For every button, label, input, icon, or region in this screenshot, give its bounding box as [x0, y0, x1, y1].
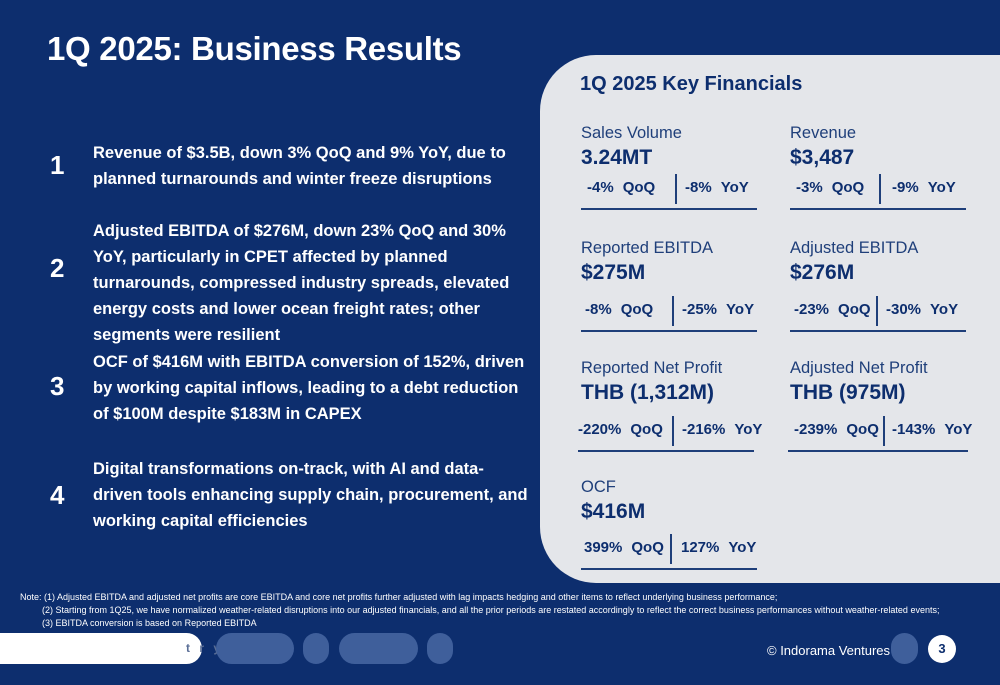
metric-label: Revenue [790, 124, 857, 142]
footer-dot [303, 633, 329, 664]
metric-reported-net-profit: Reported Net Profit THB (1,312M) -220% Qo… [578, 359, 762, 452]
point-number: 1 [50, 150, 65, 180]
yoy-change: -8% YoY [685, 179, 749, 196]
metric-value: $275M [581, 261, 646, 284]
metric-label: Sales Volume [581, 124, 682, 142]
footnotes: Note: (1) Adjusted EBITDA and adjusted n… [20, 591, 939, 630]
page-title: 1Q 2025: Business Results [47, 30, 462, 67]
metric-changes: -239% QoQ -143% YoY [788, 416, 972, 452]
divider [879, 174, 881, 204]
point-number: 4 [50, 480, 65, 510]
metric-value: 3.24MT [581, 146, 653, 169]
metric-value: $416M [581, 500, 646, 523]
divider [672, 296, 674, 326]
metric-sales-volume: Sales Volume 3.24MT -4% QoQ -8% YoY [581, 124, 761, 210]
divider [672, 416, 674, 446]
result-point-4: 4 Digital transformations on-track, with… [50, 456, 530, 536]
yoy-change: -143% YoY [892, 421, 973, 438]
metric-label: Reported EBITDA [581, 239, 714, 257]
footnote-2: (2) Starting from 1Q25, we have normaliz… [42, 605, 940, 615]
yoy-change: -25% YoY [682, 301, 755, 318]
footnote-3: (3) EBITDA conversion is based on Report… [42, 618, 257, 628]
point-number: 2 [50, 253, 65, 283]
yoy-change: -30% YoY [886, 301, 959, 318]
point-text: OCF of $416M with EBITDA conversion of 1… [93, 353, 525, 423]
metric-value: $3,487 [790, 146, 855, 169]
footer-dot [427, 633, 453, 664]
panel-title: 1Q 2025 Key Financials [580, 73, 803, 95]
qoq-change: 399% QoQ [584, 539, 664, 556]
point-text: Digital transformations on-track, with A… [93, 460, 528, 530]
footer-dot [891, 633, 918, 664]
copyright: © Indorama Ventures [767, 643, 891, 658]
divider [675, 174, 677, 204]
footer-pill-white [0, 633, 202, 664]
metric-ocf: OCF $416M 399% QoQ 127% YoY [581, 478, 761, 570]
footer-pill [216, 633, 294, 664]
yoy-change: -216% YoY [682, 421, 763, 438]
metric-label: Reported Net Profit [581, 359, 723, 377]
divider [670, 534, 672, 564]
key-financials-panel [540, 55, 1000, 583]
metric-adjusted-net-profit: Adjusted Net Profit THB (975M) -239% QoQ … [788, 359, 972, 452]
qoq-change: -8% QoQ [585, 301, 654, 318]
metric-changes: -220% QoQ -216% YoY [578, 416, 762, 452]
result-point-3: 3 OCF of $416M with EBITDA conversion of… [50, 349, 530, 429]
footnote-1: Note: (1) Adjusted EBITDA and adjusted n… [20, 592, 778, 602]
metric-changes: -23% QoQ -30% YoY [790, 296, 966, 332]
metric-label: Adjusted Net Profit [790, 359, 928, 377]
metric-value: THB (1,312M) [581, 381, 715, 404]
metric-value: $276M [790, 261, 855, 284]
yoy-change: 127% YoY [681, 539, 757, 556]
metric-changes: -3% QoQ -9% YoY [790, 174, 966, 210]
metric-changes: 399% QoQ 127% YoY [581, 534, 757, 570]
metric-value: THB (975M) [790, 381, 906, 404]
yoy-change: -9% YoY [892, 179, 956, 196]
qoq-change: -4% QoQ [587, 179, 656, 196]
qoq-change: -220% QoQ [578, 421, 663, 438]
qoq-change: -23% QoQ [794, 301, 871, 318]
divider [883, 416, 885, 446]
point-text: Revenue of $3.5B, down 3% QoQ and 9% YoY… [93, 144, 506, 188]
metric-revenue: Revenue $3,487 -3% QoQ -9% YoY [790, 124, 970, 210]
qoq-change: -239% QoQ [794, 421, 879, 438]
metric-label: Adjusted EBITDA [790, 239, 919, 257]
metric-label: OCF [581, 478, 616, 496]
footer-pill [339, 633, 418, 664]
point-text: Adjusted EBITDA of $276M, down 23% QoQ a… [93, 222, 510, 344]
result-point-1: 1 Revenue of $3.5B, down 3% QoQ and 9% Y… [50, 140, 530, 196]
qoq-change: -3% QoQ [796, 179, 865, 196]
divider [876, 296, 878, 326]
result-point-2: 2 Adjusted EBITDA of $276M, down 23% QoQ… [50, 218, 530, 344]
metric-changes: -8% QoQ -25% YoY [581, 296, 757, 332]
footer-word: t r y [186, 641, 224, 655]
metric-adjusted-ebitda: Adjusted EBITDA $276M -23% QoQ -30% YoY [790, 239, 970, 332]
point-number: 3 [50, 371, 65, 401]
metric-changes: -4% QoQ -8% YoY [581, 174, 757, 210]
metric-reported-ebitda: Reported EBITDA $275M -8% QoQ -25% YoY [581, 239, 761, 332]
page-number: 3 [928, 635, 956, 663]
